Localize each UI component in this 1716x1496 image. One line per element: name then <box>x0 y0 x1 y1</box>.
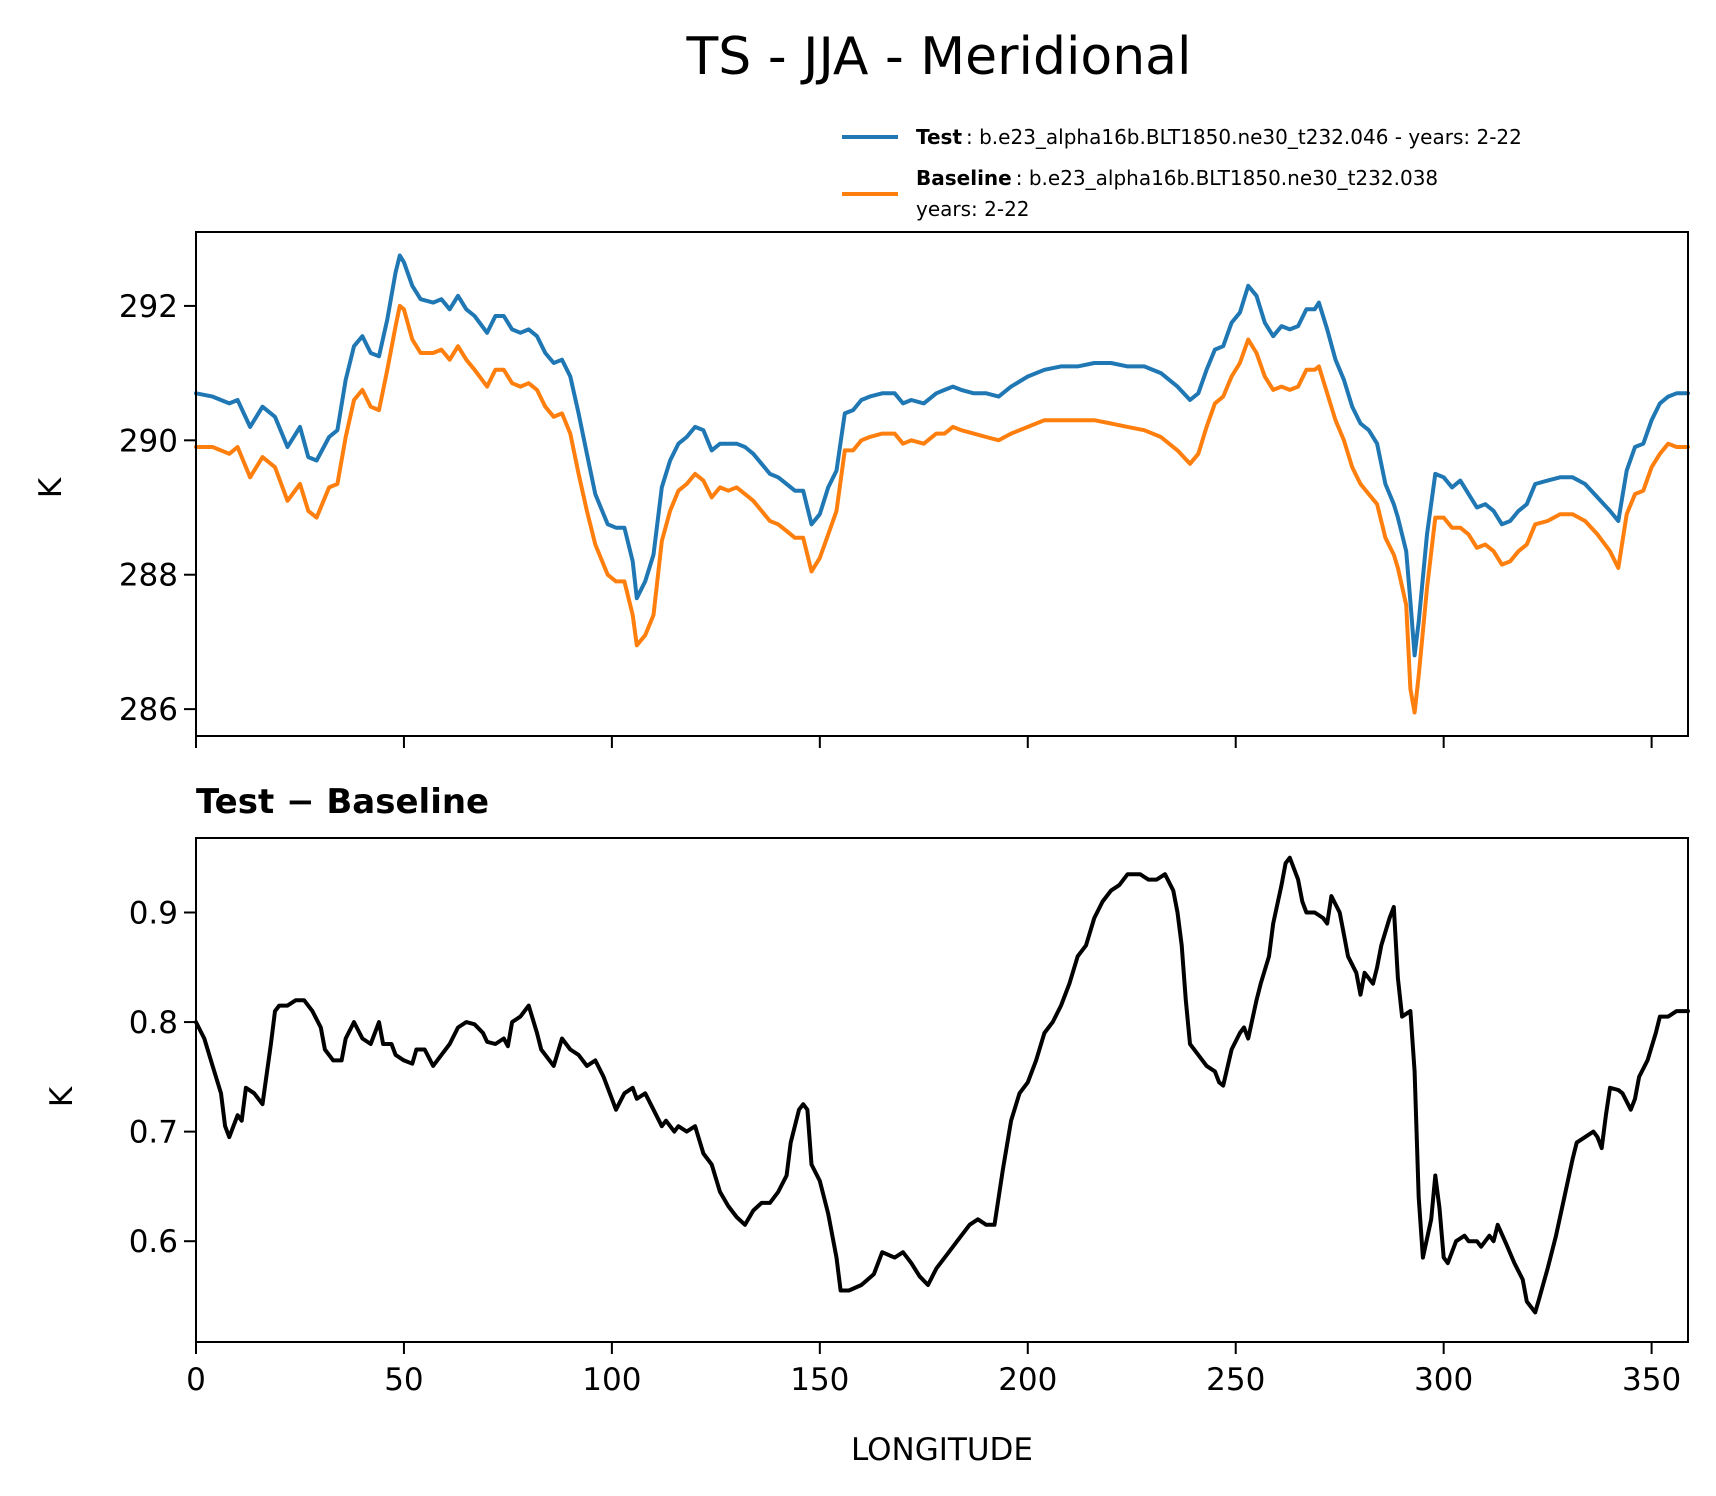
legend-baseline-desc: : b.e23_alpha16b.BLT1850.ne30_t232.038 <box>1016 166 1438 190</box>
y-tick-label: 0.8 <box>129 1005 178 1041</box>
y-tick-label: 286 <box>119 692 178 728</box>
panel-bottom-background <box>196 838 1688 1342</box>
top-series-layer <box>194 253 1690 715</box>
x-tick-label: 300 <box>1414 1362 1473 1398</box>
legend-baseline-years: years: 2-22 <box>916 197 1030 221</box>
bottom-x-ticks: 0 50 100 150 200 250 300 350 <box>186 1342 1681 1398</box>
series-line-test-baseline <box>194 855 1690 1315</box>
panel-top-frame <box>195 231 1689 737</box>
legend-baseline-name: Baseline <box>916 166 1012 190</box>
bottom-panel-title: Test − Baseline <box>196 782 489 822</box>
x-tick-label: 0 <box>186 1362 206 1398</box>
x-axis-label: LONGITUDE <box>851 1432 1033 1468</box>
x-tick-label: 350 <box>1622 1362 1681 1398</box>
series-line-test <box>194 253 1690 658</box>
x-tick-label: 150 <box>790 1362 849 1398</box>
bottom-series-layer <box>194 855 1690 1315</box>
y-tick-label: 288 <box>119 558 178 594</box>
chart-title: TS - JJA - Meridional <box>686 27 1192 87</box>
legend-baseline-entry: Baseline: b.e23_alpha16b.BLT1850.ne30_t2… <box>916 166 1438 190</box>
legend-test-name: Test <box>916 125 962 149</box>
top-y-axis-label: K <box>33 477 69 498</box>
y-tick-label: 0.6 <box>129 1224 178 1260</box>
legend-test-entry: Test: b.e23_alpha16b.BLT1850.ne30_t232.0… <box>916 125 1522 149</box>
x-tick-label: 250 <box>1206 1362 1265 1398</box>
y-tick-label: 292 <box>119 289 178 325</box>
bottom-y-axis-label: K <box>44 1086 80 1107</box>
top-x-ticks <box>195 736 1653 748</box>
panel-top-background <box>196 232 1688 736</box>
y-tick-label: 0.9 <box>129 896 178 932</box>
y-tick-label: 290 <box>119 423 178 459</box>
legend: Test: b.e23_alpha16b.BLT1850.ne30_t232.0… <box>842 125 1522 221</box>
y-tick-label: 0.7 <box>129 1115 178 1151</box>
x-tick-label: 50 <box>384 1362 423 1398</box>
bottom-y-ticks: 0.6 0.7 0.8 0.9 <box>129 896 196 1260</box>
panel-top: 286 288 290 292 K <box>33 231 1690 748</box>
legend-test-desc: : b.e23_alpha16b.BLT1850.ne30_t232.046 -… <box>966 125 1522 149</box>
panel-bottom: Test − Baseline 0.6 0.7 0.8 0.9 0 50 100 150 20… <box>44 782 1690 1468</box>
panel-bottom-frame <box>195 837 1689 1343</box>
series-line-baseline <box>194 303 1690 715</box>
x-tick-label: 100 <box>582 1362 641 1398</box>
top-y-ticks: 286 288 290 292 <box>119 289 196 728</box>
x-tick-label: 200 <box>998 1362 1057 1398</box>
